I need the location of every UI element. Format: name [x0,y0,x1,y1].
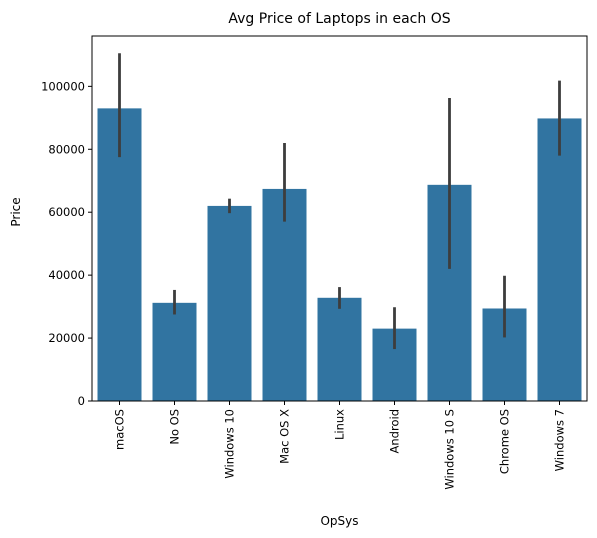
x-tick-label-7: Chrome OS [498,409,512,474]
y-axis-label: Price [9,197,23,226]
bar-8 [537,118,582,402]
y-tick-label-0: 0 [78,394,85,408]
x-axis-label: OpSys [320,514,358,528]
bar-3 [262,188,307,401]
y-tick-label-2: 40000 [48,268,85,282]
bar-1 [152,302,197,401]
y-tick-label-4: 80000 [48,142,85,156]
x-tick-label-3: Mac OS X [278,409,292,464]
y-tick-label-3: 60000 [48,205,85,219]
x-tick-label-1: No OS [168,409,182,445]
plot-frame [91,35,588,402]
y-tick-label-5: 100000 [41,79,85,93]
x-tick-label-4: Linux [333,409,347,440]
x-tick-label-8: Windows 7 [553,409,567,471]
chart-title: Avg Price of Laptops in each OS [228,11,450,27]
x-tick-label-5: Android [388,409,402,453]
y-tick-label-1: 20000 [48,331,85,345]
bar-2 [207,205,252,401]
x-tick-label-0: macOS [113,409,127,450]
x-tick-label-6: Windows 10 S [443,409,457,490]
bar-4 [317,297,362,401]
x-tick-label-2: Windows 10 [223,409,237,479]
plot-area: macOS No OS Windows 10 Mac OS X Linux Android… [41,35,588,490]
